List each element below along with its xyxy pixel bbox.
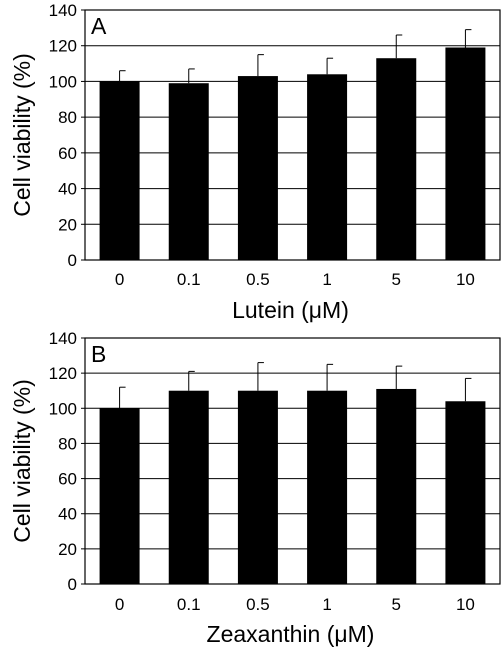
x-tick-label: 0 xyxy=(115,270,124,289)
bar xyxy=(237,390,278,584)
x-tick-label: 10 xyxy=(456,595,475,614)
bar xyxy=(376,388,417,584)
y-tick-label: 60 xyxy=(58,470,77,489)
y-tick-label: 140 xyxy=(49,329,77,348)
y-tick-label: 0 xyxy=(68,251,77,270)
panel-a: 0 20 40 60 80 100 120 140 0 0.1 0.5 1 5 10 A Lutein (μM… xyxy=(9,1,501,323)
x-tick-label: 1 xyxy=(322,270,331,289)
x-tick-label: 0 xyxy=(115,595,124,614)
panel-b: 0 20 40 60 80 100 120 140 0 0.1 0.5 1 5 10 B Zeaxanthin… xyxy=(9,329,501,647)
bar xyxy=(237,76,278,260)
y-tick-label: 40 xyxy=(58,505,77,524)
x-axis-label: Lutein (μM) xyxy=(232,297,349,323)
y-tick-label: 20 xyxy=(58,215,77,234)
x-tick-label: 0.5 xyxy=(246,270,270,289)
plot-frame xyxy=(84,337,501,585)
panel-label: A xyxy=(91,13,107,39)
y-tick-label: 120 xyxy=(49,37,77,56)
bar xyxy=(99,81,140,260)
y-tick-label: 80 xyxy=(58,434,77,453)
x-tick-label: 5 xyxy=(392,270,401,289)
y-tick-label: 20 xyxy=(58,540,77,559)
y-tick-label: 100 xyxy=(49,72,77,91)
panel-label: B xyxy=(91,341,106,367)
plot-frame xyxy=(84,9,501,261)
y-tick-label: 100 xyxy=(49,399,77,418)
x-axis-label: Zeaxanthin (μM) xyxy=(207,621,375,647)
bar xyxy=(168,83,209,260)
bar xyxy=(99,408,140,584)
bar xyxy=(376,58,417,260)
x-tick-label: 5 xyxy=(392,595,401,614)
bar xyxy=(445,401,486,584)
y-tick-label: 80 xyxy=(58,108,77,127)
bar xyxy=(307,74,348,261)
x-tick-label: 1 xyxy=(322,595,331,614)
x-tick-label: 10 xyxy=(456,270,475,289)
y-tick-label: 0 xyxy=(68,575,77,594)
bar xyxy=(168,390,209,584)
y-tick-label: 140 xyxy=(49,1,77,20)
y-axis-label: Cell viability (%) xyxy=(9,53,35,217)
y-axis-label: Cell viability (%) xyxy=(9,379,35,543)
bar xyxy=(307,390,348,584)
y-tick-label: 60 xyxy=(58,144,77,163)
x-tick-label: 0.1 xyxy=(177,595,201,614)
y-tick-label: 40 xyxy=(58,180,77,199)
y-tick-label: 120 xyxy=(49,364,77,383)
bar xyxy=(445,47,486,260)
x-tick-label: 0.1 xyxy=(177,270,201,289)
x-tick-label: 0.5 xyxy=(246,595,270,614)
